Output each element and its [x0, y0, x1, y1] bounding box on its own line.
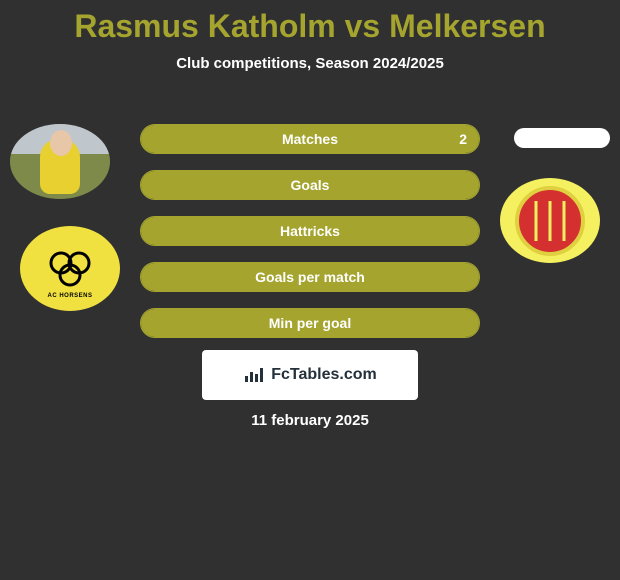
stat-row-hattricks: Hattricks [140, 216, 480, 246]
bar-chart-icon [243, 366, 265, 384]
stat-row-goals: Goals [140, 170, 480, 200]
club-badge-left: AC HORSENS [20, 226, 120, 311]
club-badge-left-label: AC HORSENS [47, 293, 92, 299]
stat-row-min-per-goal: Min per goal [140, 308, 480, 338]
club-badge-right [500, 178, 600, 263]
stat-row-matches: Matches 2 [140, 124, 480, 154]
page-title: Rasmus Katholm vs Melkersen [0, 0, 620, 45]
stat-label: Hattricks [280, 223, 340, 239]
branding-card: FcTables.com [202, 350, 418, 400]
branding-text: FcTables.com [271, 366, 377, 384]
stat-rows: Matches 2 Goals Hattricks Goals per matc… [140, 124, 480, 354]
stat-label: Goals per match [255, 269, 365, 285]
stat-label: Goals [291, 177, 330, 193]
subtitle: Club competitions, Season 2024/2025 [0, 55, 620, 72]
player-photo-right-placeholder [514, 128, 610, 148]
club-badge-left-rings-icon [45, 249, 95, 289]
stat-value-left: 2 [459, 131, 467, 147]
stat-label: Min per goal [269, 315, 351, 331]
player-photo-left [10, 124, 110, 199]
stat-row-goals-per-match: Goals per match [140, 262, 480, 292]
stat-label: Matches [282, 131, 338, 147]
date-line: 11 february 2025 [0, 412, 620, 429]
